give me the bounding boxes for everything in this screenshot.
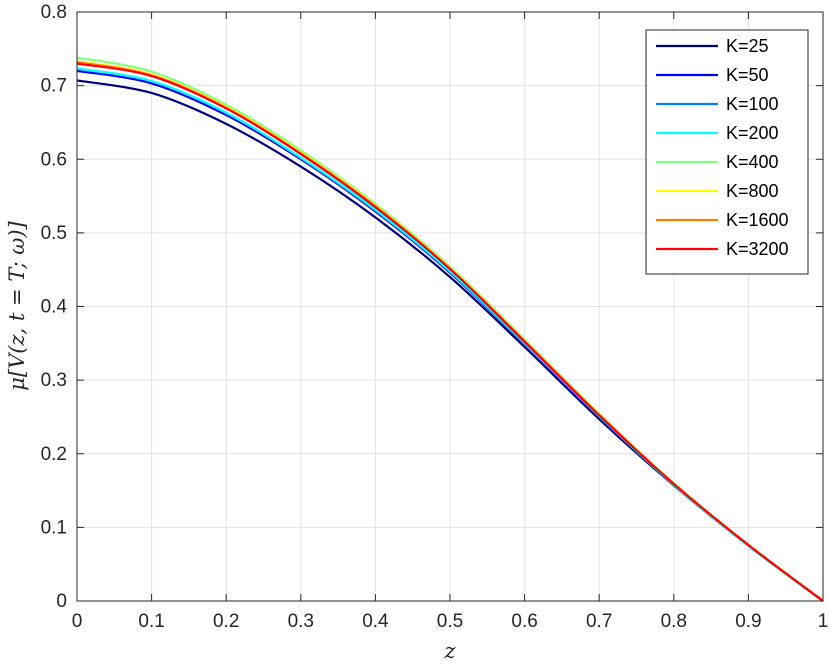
x-axis-label: z	[443, 639, 456, 663]
legend-label-k-200: K=200	[726, 123, 779, 143]
x-tick-label: 0.3	[288, 611, 314, 632]
x-tick-label: 0.7	[586, 611, 612, 632]
legend-label-k-400: K=400	[726, 152, 779, 172]
legend-label-k-25: K=25	[726, 36, 769, 56]
y-tick-label: 0.2	[41, 444, 67, 465]
y-tick-label: 0.5	[41, 223, 67, 244]
x-tick-label: 0.1	[138, 611, 164, 632]
x-tick-label: 0.6	[511, 611, 537, 632]
legend-label-k-50: K=50	[726, 65, 769, 85]
series-lines	[76, 56, 824, 602]
x-tick-label: 1	[818, 611, 829, 632]
series-line-k-3200	[76, 62, 824, 602]
x-tick-label: 0.2	[213, 611, 239, 632]
legend-label-k-100: K=100	[726, 94, 779, 114]
y-tick-labels: 0 0.1 0.2 0.3 0.4 0.5 0.6 0.7 0.8	[41, 2, 68, 612]
y-tick-label: 0	[56, 591, 67, 612]
x-tick-label: 0.8	[661, 611, 687, 632]
x-tick-label: 0.4	[362, 611, 389, 632]
axis-ticks	[76, 11, 824, 602]
y-axis-label: μ[V(z, t = T; ω)]	[5, 220, 29, 390]
y-tick-label: 0.4	[41, 297, 68, 318]
x-tick-label: 0	[72, 611, 83, 632]
legend-box	[645, 29, 809, 275]
y-tick-label: 0.6	[41, 149, 67, 170]
y-tick-label: 0.3	[41, 370, 67, 391]
legend-label-k-1600: K=1600	[726, 210, 789, 230]
x-tick-label: 0.9	[735, 611, 761, 632]
y-tick-label: 0.1	[41, 517, 67, 538]
x-tick-labels: 0 0.1 0.2 0.3 0.4 0.5 0.6 0.7 0.8 0.9 1	[72, 611, 829, 632]
legend: K=25 K=50 K=100 K=200 K=400 K=800 K=1600 K=3200	[645, 29, 809, 275]
y-tick-label: 0.8	[41, 2, 67, 23]
x-tick-label: 0.5	[437, 611, 463, 632]
y-tick-label: 0.7	[41, 76, 67, 97]
legend-label-k-800: K=800	[726, 181, 779, 201]
legend-label-k-3200: K=3200	[726, 239, 789, 259]
